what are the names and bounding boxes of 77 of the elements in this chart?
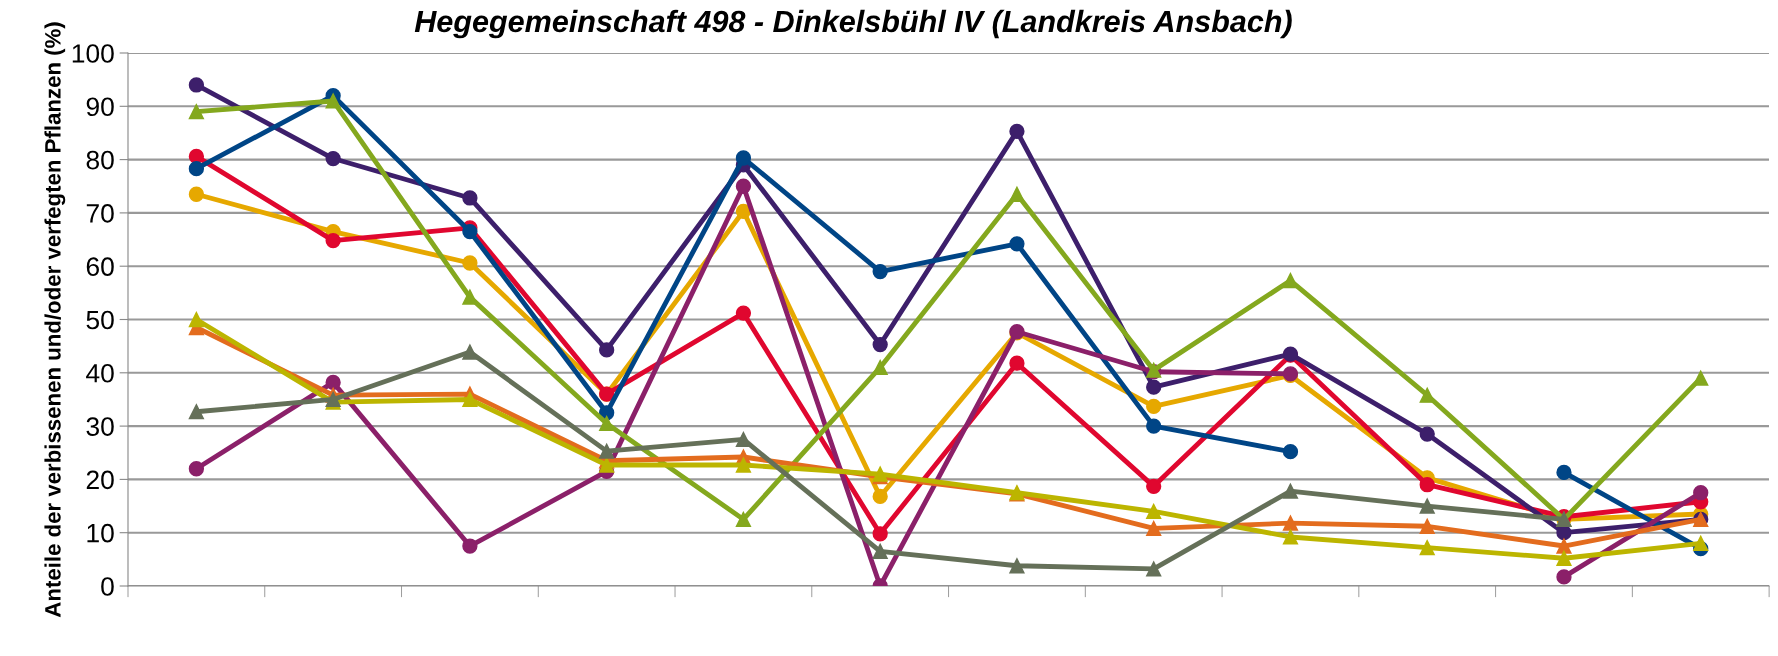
point — [1282, 529, 1299, 545]
point — [1419, 498, 1435, 514]
y-tick-label: 10 — [87, 523, 114, 543]
point — [735, 457, 752, 473]
y-tick-label: 100 — [72, 44, 114, 63]
point — [188, 461, 205, 477]
point — [1693, 485, 1709, 501]
y-tick-label: 80 — [86, 150, 114, 170]
point — [1556, 538, 1572, 554]
y-tick-label: 30 — [86, 417, 114, 436]
point — [735, 203, 752, 219]
y-tick-label: 0 — [101, 577, 114, 596]
point — [325, 374, 341, 391]
point — [1693, 535, 1709, 551]
point — [1009, 355, 1025, 371]
point — [462, 289, 478, 305]
point — [872, 488, 888, 505]
point — [735, 178, 752, 194]
point — [1419, 426, 1435, 442]
point — [1282, 515, 1299, 531]
point — [1419, 539, 1435, 556]
point — [1009, 236, 1025, 252]
y-tick-label: 40 — [86, 363, 114, 383]
point — [1146, 418, 1162, 434]
point — [462, 190, 478, 206]
point — [1556, 550, 1572, 566]
point — [462, 255, 478, 271]
y-tick-label: 20 — [86, 470, 114, 490]
point — [1419, 387, 1435, 403]
point — [599, 443, 615, 459]
point — [872, 543, 888, 559]
point — [599, 415, 615, 432]
point — [1556, 569, 1572, 585]
y-tick-label: 60 — [86, 257, 114, 277]
point — [188, 161, 205, 177]
point — [872, 359, 888, 376]
point — [188, 311, 205, 328]
point — [1146, 503, 1162, 520]
point — [1146, 561, 1162, 577]
point — [735, 511, 752, 528]
point — [1419, 477, 1435, 493]
point — [735, 150, 752, 166]
y-tick-label: 90 — [86, 97, 114, 117]
point — [325, 150, 341, 167]
point — [1282, 272, 1299, 289]
point — [1146, 398, 1162, 415]
point — [325, 93, 341, 109]
point — [872, 336, 888, 353]
point — [462, 538, 478, 554]
point — [1146, 520, 1162, 537]
point — [188, 186, 205, 202]
point — [462, 344, 478, 360]
point — [1146, 478, 1162, 494]
point — [1009, 186, 1025, 202]
y-axis-title: Anteile der verbissenen und/oder verfegten Pflanzen (%) — [44, 22, 66, 618]
point — [599, 342, 615, 358]
point — [188, 404, 205, 420]
point — [462, 391, 478, 408]
point — [872, 263, 888, 280]
point — [599, 457, 615, 473]
point — [1556, 464, 1572, 481]
point — [188, 103, 205, 120]
point — [872, 526, 888, 542]
point — [735, 305, 752, 321]
point — [1146, 379, 1162, 395]
point — [325, 232, 341, 249]
point — [1693, 370, 1709, 386]
chart-title: Hegegemeinschaft 498 - Dinkelsbühl IV (Landkreis Ansbach) — [414, 9, 1292, 39]
y-tick-label: 50 — [86, 310, 114, 330]
point — [1009, 558, 1025, 574]
point — [188, 77, 205, 93]
point — [1009, 123, 1025, 139]
point — [1282, 483, 1299, 499]
y-tick-label: 70 — [86, 204, 114, 223]
point — [462, 223, 478, 240]
point — [1282, 444, 1299, 460]
point — [1419, 518, 1435, 534]
